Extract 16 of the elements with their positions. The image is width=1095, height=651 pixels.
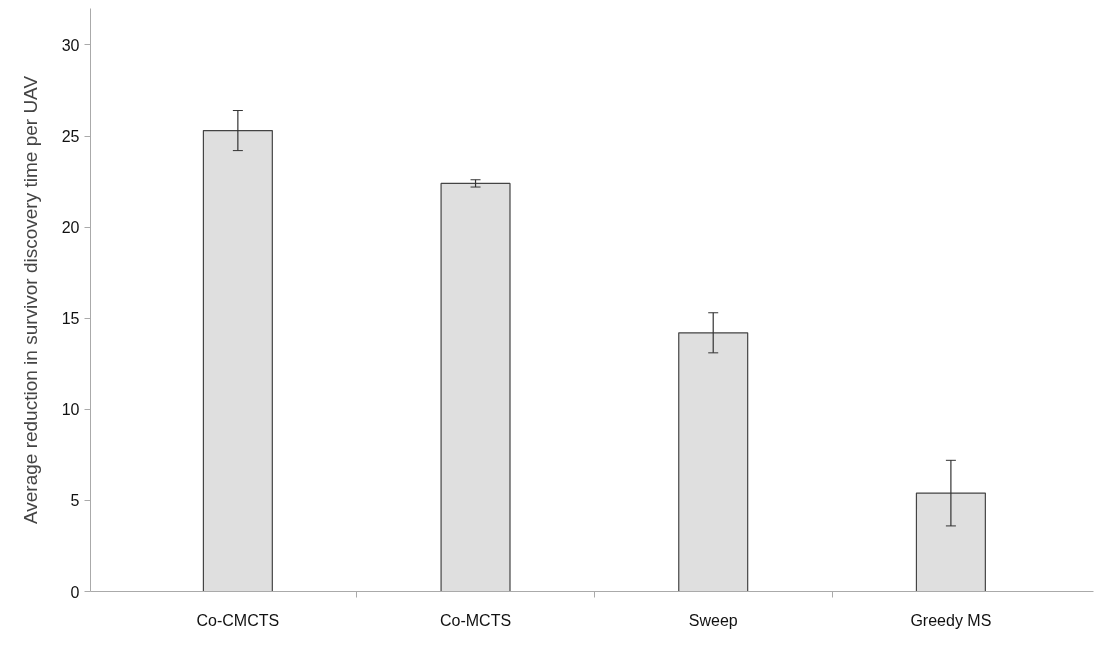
y-tick-label: 15 xyxy=(61,310,80,328)
bar xyxy=(915,492,986,592)
y-tick-label: 5 xyxy=(70,492,80,510)
x-tick-label: Greedy MS xyxy=(910,611,992,629)
y-axis-title: Average reduction in survivor discovery time per UAV xyxy=(19,75,41,525)
y-tick-label: 30 xyxy=(61,36,80,54)
bar xyxy=(440,182,511,592)
y-tick-label: 0 xyxy=(70,583,80,601)
x-tick-label: Sweep xyxy=(688,611,738,629)
y-tick-label: 25 xyxy=(61,128,80,146)
y-tick-label: 10 xyxy=(61,401,80,419)
x-tick-label: Co-MCTS xyxy=(439,611,512,629)
bar xyxy=(678,332,749,592)
x-tick-label: Co-CMCTS xyxy=(196,611,280,629)
bar xyxy=(202,129,273,592)
y-tick-label: 20 xyxy=(61,219,80,237)
